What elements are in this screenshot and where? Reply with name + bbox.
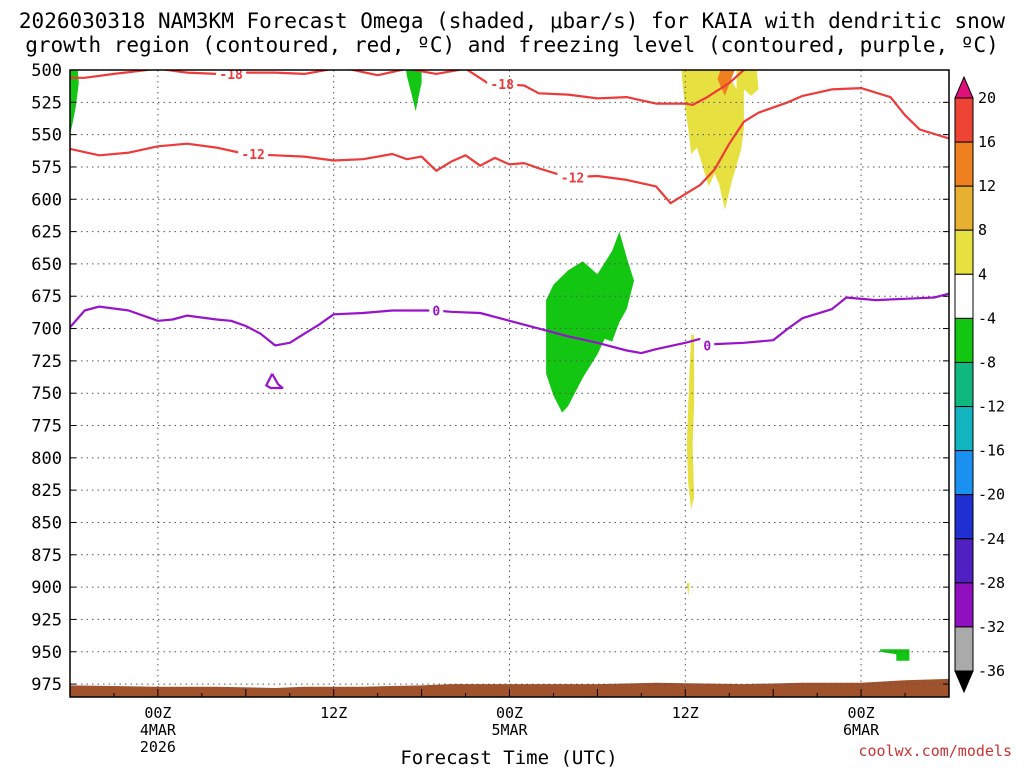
colorbar-arrow-bottom	[954, 670, 974, 694]
omega-region-1	[405, 70, 422, 112]
credit-text: coolwx.com/models	[858, 742, 1012, 760]
x-axis-title: Forecast Time (UTC)	[400, 747, 617, 768]
colorbar-bin	[954, 185, 974, 231]
omega-region-7	[880, 649, 910, 661]
omega-region-5	[686, 583, 690, 597]
plot-area: -18 -18 -12 -12 0 0	[70, 68, 949, 697]
colorbar-label: 8	[978, 221, 987, 239]
chart-title-line1: 2026030318 NAM3KM Forecast Omega (shaded…	[19, 9, 1006, 33]
colorbar-bin	[954, 361, 974, 408]
y-tick-label: 900	[31, 578, 62, 598]
contour-label--18: -18	[219, 68, 243, 83]
y-tick-label: 600	[31, 190, 62, 210]
omega-region-0	[70, 70, 79, 135]
contour-label-bg	[557, 169, 588, 185]
colorbar-bin	[954, 97, 974, 143]
colorbar-label: -12	[978, 398, 1005, 416]
y-tick-label: 950	[31, 643, 62, 663]
colorbar-bin	[954, 582, 974, 628]
x-tick-label: 5MAR	[491, 721, 528, 739]
colorbar-bin	[954, 273, 974, 319]
x-tick-label: 4MAR	[140, 721, 177, 739]
contour-line--18	[70, 70, 746, 107]
colorbar: 20 16 12 8 4 -4 -8 -12 -16 -20 -24 -28 -32 -36	[954, 75, 1005, 694]
colorbar-bin	[954, 141, 974, 187]
contour-label-bg	[700, 337, 715, 353]
colorbar-label: -8	[978, 353, 996, 371]
contour-line-0-loop	[265, 373, 284, 390]
y-tick-label: 775	[31, 417, 62, 437]
contour-label--12: -12	[561, 171, 584, 186]
colorbar-bin	[954, 538, 974, 584]
grid-lines	[70, 69, 949, 697]
colorbar-arrow-top	[954, 75, 974, 99]
colorbar-label: 16	[978, 133, 996, 151]
colorbar-label: -36	[978, 662, 1005, 680]
x-tick-label: 2026	[140, 738, 176, 756]
omega-region-3	[681, 70, 759, 210]
y-tick-label: 675	[31, 287, 62, 307]
colorbar-label: -24	[978, 530, 1005, 548]
y-tick-label: 850	[31, 513, 62, 533]
x-tick-label: 6MAR	[843, 721, 880, 739]
x-tick-label: 12Z	[320, 704, 347, 722]
colorbar-label: -28	[978, 574, 1005, 592]
y-tick-label: 825	[31, 481, 62, 501]
colorbar-label: -4	[978, 309, 996, 327]
y-tick-label: 975	[31, 675, 62, 695]
plot-frame	[69, 69, 950, 698]
colorbar-label: 12	[978, 177, 996, 195]
x-tick-label: 00Z	[848, 704, 875, 722]
y-tick-label: 575	[31, 158, 62, 178]
colorbar-label: 4	[978, 265, 987, 283]
contour-label-0: 0	[703, 339, 711, 354]
y-tick-label: 875	[31, 546, 62, 566]
omega-region-6	[717, 70, 735, 96]
y-tick-label: 800	[31, 449, 62, 469]
contour-label-bg	[216, 70, 247, 81]
colorbar-bin	[954, 229, 974, 275]
plot-content: -18 -18 -12 -12 0 0	[70, 68, 949, 697]
contour-line-0	[70, 292, 949, 355]
colorbar-label: 20	[978, 89, 996, 107]
terrain-fill	[70, 678, 949, 697]
contour-label-bg	[429, 302, 444, 318]
x-tick-label: 12Z	[672, 704, 699, 722]
colorbar-bin	[954, 406, 974, 452]
colorbar-label: -20	[978, 486, 1005, 504]
contour-label-0: 0	[432, 304, 440, 319]
y-tick-label: 625	[31, 223, 62, 243]
y-tick-label: 550	[31, 126, 62, 146]
contour-label-bg	[238, 146, 269, 162]
colorbar-label: -16	[978, 442, 1005, 460]
x-tick-label: 00Z	[496, 704, 523, 722]
y-tick-label: 525	[31, 93, 62, 113]
chart-title-line2: growth region (contoured, red, ºC) and f…	[25, 33, 999, 57]
omega-region-4	[686, 335, 695, 510]
y-axis: 500 525 550 575 600 625 650 675 700 725 750 775 800 8…	[31, 61, 949, 695]
colorbar-bin	[954, 317, 974, 363]
contour-label--18: -18	[490, 78, 514, 93]
y-tick-label: 650	[31, 255, 62, 275]
x-tick-label: 00Z	[144, 704, 171, 722]
colorbar-bin	[954, 494, 974, 540]
colorbar-label: -32	[978, 618, 1005, 636]
y-tick-label: 925	[31, 610, 62, 630]
y-tick-label: 500	[31, 61, 62, 81]
y-tick-label: 750	[31, 384, 62, 404]
y-tick-label: 725	[31, 352, 62, 372]
colorbar-bin	[954, 450, 974, 496]
colorbar-bin	[954, 626, 974, 672]
contour-label--12: -12	[241, 148, 264, 163]
omega-region-2	[546, 231, 634, 413]
y-tick-label: 700	[31, 320, 62, 340]
